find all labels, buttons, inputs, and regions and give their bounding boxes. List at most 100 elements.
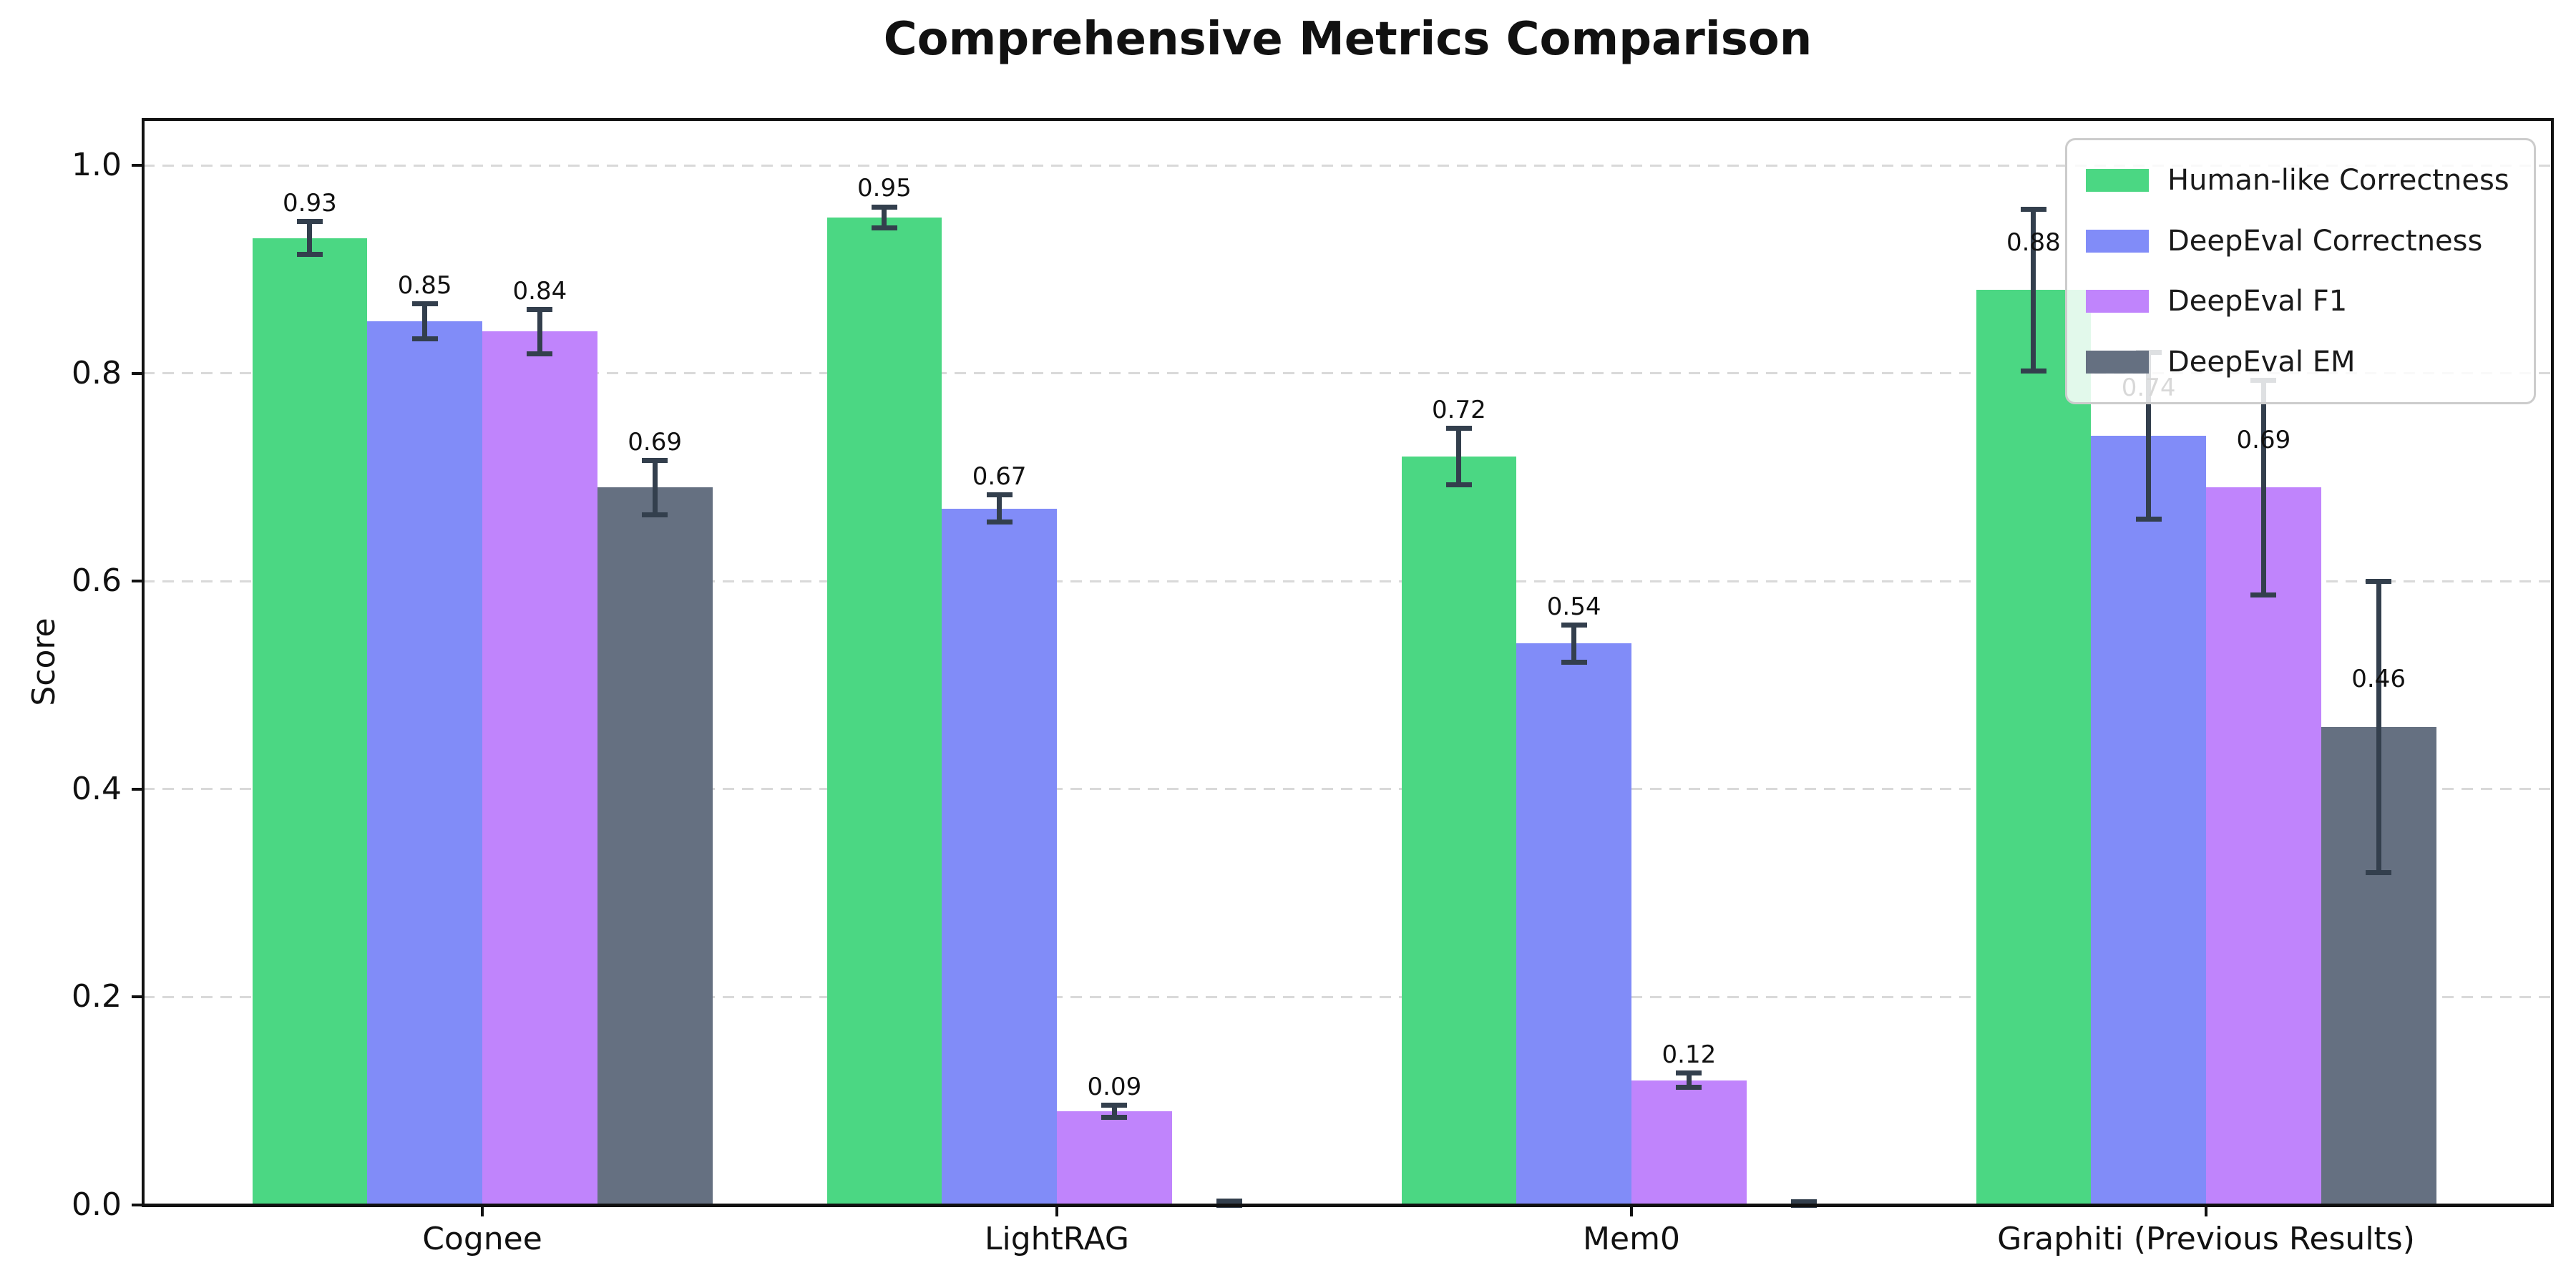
bar-deepeval-correctness-cognee [367,321,482,1205]
legend-label-deepeval-f1: DeepEval F1 [2167,285,2348,318]
legend-swatch-deepeval-em [2086,350,2149,374]
gridline-0.6 [143,580,2552,582]
y-tick-label-0.6: 0.6 [72,562,122,600]
bar-human-like-correctness-graphiti-previous-results [1976,290,2092,1205]
error-bar-human-like-correctness-mem0 [1456,428,1462,485]
error-bar-deepeval-em-graphiti-previous-results [2376,581,2381,873]
value-label-human-like-correctness-cognee: 0.93 [283,188,337,218]
error-cap-top-deepeval-correctness-cognee [411,301,438,306]
y-tick-label-0.8: 0.8 [72,354,122,391]
y-tick-label-1.0: 1.0 [72,147,122,183]
error-cap-top-deepeval-f1-cognee [527,307,553,313]
bar-deepeval-correctness-mem0 [1516,643,1631,1205]
value-label-human-like-correctness-mem0: 0.72 [1432,395,1486,424]
bar-deepeval-correctness-lightrag [942,508,1057,1205]
error-bar-deepeval-correctness-lightrag [997,494,1002,522]
legend-item-human-like-correctness: Human-like Correctness [2086,166,2515,195]
legend-label-deepeval-correctness: DeepEval Correctness [2167,224,2483,258]
y-tick-label-0.4: 0.4 [72,770,122,807]
x-tick-mem0 [1630,1205,1633,1216]
bar-deepeval-correctness-graphiti-previous-results [2091,435,2206,1205]
axis-spine-right [2551,118,2554,1206]
error-bar-human-like-correctness-graphiti-previous-results [2031,209,2036,371]
error-cap-bottom-deepeval-em-graphiti-previous-results [2366,869,2392,875]
error-cap-bottom-deepeval-correctness-mem0 [1561,660,1587,665]
error-cap-top-human-like-correctness-lightrag [871,204,897,210]
y-tick-label-0.2: 0.2 [72,978,122,1015]
y-tick-0.4 [132,787,143,791]
legend-label-deepeval-em: DeepEval EM [2167,345,2356,379]
y-tick-0.2 [132,995,143,999]
error-cap-top-deepeval-f1-lightrag [1101,1103,1128,1108]
value-label-deepeval-em-graphiti-previous-results: 0.46 [2351,665,2406,694]
x-tick-label-mem0: Mem0 [1583,1221,1680,1257]
error-cap-top-deepeval-em-graphiti-previous-results [2366,578,2392,584]
error-cap-bottom-human-like-correctness-lightrag [871,225,897,230]
axis-spine-bottom [142,1204,2554,1207]
gridline-0.4 [143,788,2552,791]
y-tick-0.0 [132,1204,143,1206]
error-cap-top-deepeval-correctness-lightrag [986,492,1013,498]
x-tick-cognee [481,1205,484,1216]
bar-deepeval-f1-cognee [482,331,597,1205]
error-cap-top-deepeval-correctness-mem0 [1561,622,1587,628]
error-bar-deepeval-correctness-graphiti-previous-results [2146,352,2152,519]
error-cap-bottom-deepeval-correctness-graphiti-previous-results [2135,516,2162,522]
gridline-1.0 [143,164,2552,167]
error-bar-human-like-correctness-lightrag [882,207,887,228]
legend-swatch-deepeval-f1 [2086,290,2149,313]
value-label-deepeval-em-cognee: 0.69 [628,427,682,457]
bar-deepeval-em-cognee [597,487,713,1205]
error-bar-deepeval-em-cognee [652,460,658,515]
y-tick-1.0 [132,164,143,167]
bar-human-like-correctness-mem0 [1401,456,1517,1205]
legend-item-deepeval-correctness: DeepEval Correctness [2086,227,2515,255]
error-bar-deepeval-f1-cognee [537,309,542,353]
error-bar-deepeval-correctness-mem0 [1571,625,1577,663]
bar-deepeval-f1-mem0 [1631,1080,1747,1205]
bar-deepeval-f1-lightrag [1057,1111,1172,1205]
error-cap-bottom-human-like-correctness-graphiti-previous-results [2020,369,2046,374]
legend: Human-like Correctness DeepEval Correctne… [2065,138,2536,404]
error-cap-bottom-human-like-correctness-cognee [296,252,323,258]
error-bar-deepeval-correctness-cognee [422,303,428,339]
error-cap-bottom-deepeval-f1-graphiti-previous-results [2250,592,2277,597]
chart-title: Comprehensive Metrics Comparison [883,13,1813,66]
gridline-0.2 [143,995,2552,998]
value-label-deepeval-f1-lightrag: 0.09 [1087,1072,1142,1101]
x-tick-label-cognee: Cognee [422,1221,542,1257]
value-label-human-like-correctness-graphiti-previous-results: 0.88 [2006,228,2061,257]
error-cap-bottom-human-like-correctness-mem0 [1445,482,1472,487]
axis-spine-top [142,118,2554,121]
error-cap-bottom-deepeval-em-cognee [642,512,668,517]
bar-deepeval-f1-graphiti-previous-results [2206,487,2321,1205]
value-label-deepeval-f1-cognee: 0.84 [512,277,567,306]
error-cap-bottom-deepeval-f1-cognee [527,351,553,356]
error-cap-top-human-like-correctness-graphiti-previous-results [2020,206,2046,212]
value-label-deepeval-correctness-cognee: 0.85 [397,270,452,300]
x-tick-label-graphiti-previous-results: Graphiti (Previous Results) [1997,1221,2415,1257]
error-cap-top-deepeval-f1-mem0 [1676,1070,1702,1075]
x-tick-label-lightrag: LightRAG [984,1221,1130,1257]
gridline-0.8 [143,372,2552,375]
y-tick-label-0.0: 0.0 [72,1186,122,1223]
plot-area: 0.930.950.720.880.850.670.540.740.840.09… [143,119,2552,1208]
error-bar-deepeval-f1-lightrag [1111,1105,1117,1118]
y-tick-0.8 [132,371,143,375]
axis-spine-left [142,118,145,1206]
error-bar-deepeval-f1-mem0 [1686,1073,1692,1088]
legend-item-deepeval-em: DeepEval EM [2086,348,2515,376]
y-tick-0.6 [132,580,143,583]
error-cap-top-deepeval-em-cognee [642,458,668,464]
error-cap-top-deepeval-em-mem0 [1791,1199,1818,1205]
legend-swatch-deepeval-correctness [2086,229,2149,253]
legend-label-human-like-correctness: Human-like Correctness [2167,164,2509,197]
value-label-deepeval-f1-graphiti-previous-results: 0.69 [2236,426,2291,455]
bar-human-like-correctness-lightrag [826,217,942,1205]
error-cap-bottom-deepeval-correctness-lightrag [986,519,1013,525]
value-label-deepeval-correctness-lightrag: 0.67 [972,462,1027,491]
value-label-human-like-correctness-lightrag: 0.95 [857,174,912,203]
error-cap-bottom-deepeval-correctness-cognee [411,336,438,342]
error-cap-top-human-like-correctness-mem0 [1445,426,1472,431]
